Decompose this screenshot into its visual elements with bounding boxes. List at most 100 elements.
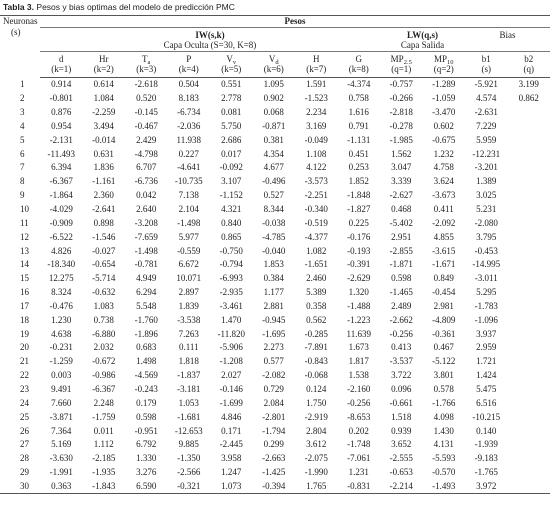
- value-cell: 3.652: [391, 439, 412, 450]
- value-cell: -2.935: [219, 287, 243, 298]
- value-cell: 9.491: [51, 383, 72, 394]
- value-cell: -1.871: [389, 259, 413, 270]
- value-cell: -2.036: [177, 120, 201, 131]
- value-cell: 2.778: [221, 93, 242, 104]
- value-cell: 2.804: [306, 425, 327, 436]
- value-cell: -10.735: [174, 176, 203, 187]
- value-cell: -0.801: [49, 93, 73, 104]
- column-index: (k=8): [348, 64, 369, 74]
- neurona-cell: 25: [20, 411, 29, 422]
- value-cell: 1.112: [93, 439, 114, 450]
- value-cell: 5.231: [476, 204, 497, 215]
- value-cell: 1.673: [348, 342, 369, 353]
- empty-cell: [508, 244, 550, 258]
- table-row: 7 6.394 1.836 6.707 -4.641 -0.092 4.677 4.122 0.…: [0, 161, 550, 175]
- table-body: 1 0.914 0.614 -2.618 0.504 0.551 1.095 1.591 -4.…: [0, 77, 550, 494]
- neurona-cell: 28: [20, 453, 29, 464]
- value-cell: -0.794: [219, 259, 243, 270]
- value-cell: 2.686: [221, 134, 242, 145]
- value-cell: -2.662: [389, 314, 413, 325]
- value-cell: 5.169: [51, 439, 72, 450]
- value-cell: -0.757: [389, 79, 413, 90]
- value-cell: 1.852: [348, 176, 369, 187]
- value-cell: -2.618: [134, 79, 158, 90]
- value-cell: -11.820: [217, 328, 245, 339]
- value-cell: -0.014: [92, 134, 116, 145]
- value-cell: -4.374: [347, 79, 371, 90]
- value-cell: -6.993: [219, 273, 243, 284]
- neurona-cell: 19: [20, 328, 29, 339]
- neurona-cell: 30: [0, 478, 40, 494]
- value-cell: -7.891: [304, 342, 328, 353]
- column-name: V: [226, 53, 233, 64]
- value-cell: 5.389: [306, 287, 327, 298]
- value-cell: 0.865: [221, 231, 242, 242]
- column-name: b2: [524, 53, 534, 64]
- column-header: MP10 (q=2): [422, 51, 465, 78]
- value-cell: -1.748: [347, 439, 371, 450]
- column-headers: d (k=1) Hr (k=2) Ta (k=3) P (k=4) Vv (k=5) Vd (k=6)…: [0, 51, 550, 78]
- value-cell: -0.146: [219, 383, 243, 394]
- value-cell: -3.208: [134, 217, 158, 228]
- value-cell: 12.275: [48, 273, 74, 284]
- value-cell: 0.042: [136, 190, 157, 201]
- value-cell: 0.898: [93, 217, 114, 228]
- value-cell: 1.389: [476, 176, 497, 187]
- table-row: 10 -4.029 -2.641 2.640 2.104 4.321 8.344 -0.340…: [0, 202, 550, 216]
- value-cell: 5.977: [178, 231, 199, 242]
- value-cell: -0.027: [92, 245, 116, 256]
- neurona-cell: 17: [20, 300, 29, 311]
- value-cell: 1.231: [348, 467, 369, 478]
- value-cell: -5.402: [389, 217, 413, 228]
- value-cell: 0.504: [178, 79, 199, 90]
- value-cell: 3.722: [391, 370, 412, 381]
- table-row: 1 0.914 0.614 -2.618 0.504 0.551 1.095 1.591 -4.…: [0, 77, 550, 91]
- empty-cell: [508, 174, 550, 188]
- column-subscript: 10: [447, 58, 454, 66]
- value-cell: 0.876: [51, 107, 72, 118]
- value-cell: -3.461: [219, 300, 243, 311]
- neurona-cell: 29: [20, 467, 29, 478]
- empty-cell: [508, 202, 550, 216]
- value-cell: 0.631: [93, 148, 114, 159]
- value-cell: -1.699: [219, 397, 243, 408]
- value-cell: 1.095: [263, 79, 284, 90]
- value-cell: -1.864: [49, 190, 73, 201]
- value-cell: 6.294: [136, 287, 157, 298]
- table-row: 4 0.954 3.494 -0.467 -2.036 5.750 -0.871 3.169 0…: [0, 119, 550, 133]
- value-cell: -3.011: [474, 273, 498, 284]
- value-cell: -6.880: [92, 328, 116, 339]
- table-row: 13 4.826 -0.027 -1.498 -0.559 -0.750 -0.040 1.0…: [0, 244, 550, 258]
- neurona-cell: 22: [20, 370, 29, 381]
- value-cell: -1.985: [389, 134, 413, 145]
- table-row: 21 -1.259 -0.672 1.498 1.818 -1.208 0.577 -0.84…: [0, 354, 550, 368]
- value-cell: 1.853: [263, 259, 284, 270]
- value-cell: 6.516: [476, 397, 497, 408]
- value-cell: -1.783: [474, 300, 498, 311]
- neurona-cell: 4: [20, 120, 25, 131]
- value-cell: -7.659: [134, 231, 158, 242]
- value-cell: 0.411: [433, 204, 454, 215]
- value-cell: 1.498: [136, 356, 157, 367]
- column-index: (k=2): [93, 64, 114, 74]
- neuronas-unit: (s): [11, 26, 21, 37]
- value-cell: 1.083: [93, 300, 114, 311]
- value-cell: -1.760: [134, 314, 158, 325]
- value-cell: 1.616: [348, 107, 369, 118]
- value-cell: 0.384: [263, 273, 284, 284]
- value-cell: -3.537: [389, 356, 413, 367]
- value-cell: 0.683: [136, 342, 157, 353]
- value-cell: -0.570: [432, 467, 456, 478]
- column-header: MP2.5 (q=1): [380, 51, 423, 78]
- value-cell: -5.593: [432, 453, 456, 464]
- value-cell: 7.263: [178, 328, 199, 339]
- neurona-cell: 3: [20, 107, 25, 118]
- value-cell: -0.285: [304, 328, 328, 339]
- table-row: 23 9.491 -6.367 -0.243 -3.181 -0.146 0.729 0.12…: [0, 382, 550, 396]
- value-cell: 1.247: [221, 467, 242, 478]
- neuronas-label: Neuronas: [3, 16, 38, 26]
- value-cell: 1.082: [306, 245, 327, 256]
- value-cell: 0.598: [136, 411, 157, 422]
- column-subscript: v: [232, 58, 237, 66]
